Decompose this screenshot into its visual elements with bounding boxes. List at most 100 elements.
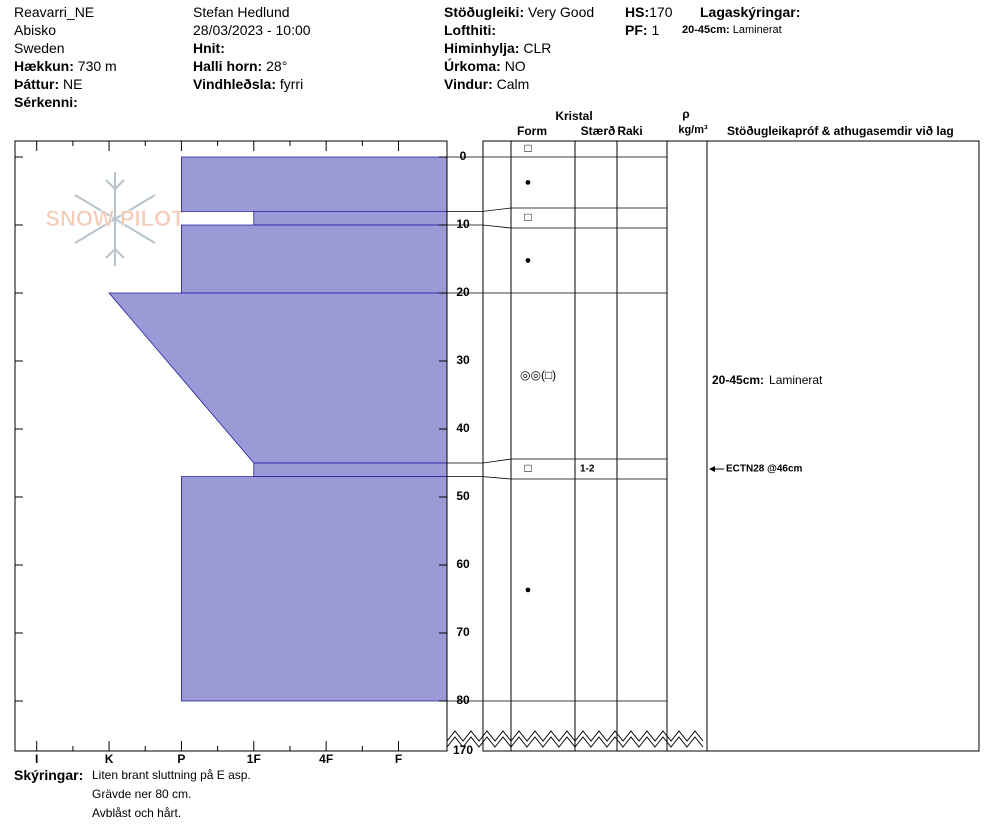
label: Þáttur: [14, 76, 60, 92]
field: Þáttur: NE [14, 76, 82, 92]
test-label: ECTN28 @46cm [726, 464, 803, 475]
value: NO [504, 58, 526, 74]
field: Halli horn: 28° [193, 58, 287, 74]
column-header: Raki [617, 124, 642, 138]
y-tick-label: 30 [456, 353, 470, 367]
hardness-layer [181, 224, 448, 294]
hardness-layer [108, 292, 448, 464]
grain-form: ● [525, 176, 532, 188]
value: CLR [523, 40, 552, 56]
value: Very Good [528, 4, 595, 20]
footer-label: Skýringar: [14, 767, 83, 783]
x-tick-label: 4F [319, 752, 333, 766]
grain-size: 1-2 [580, 464, 595, 475]
label: Hækkun: [14, 58, 74, 74]
datetime: 28/03/2023 - 10:00 [193, 22, 311, 38]
field: Stöðugleiki: Very Good [444, 4, 594, 20]
y-tick-label: 60 [456, 557, 470, 571]
table-frame [482, 140, 980, 752]
label: Himinhylja: [444, 40, 520, 56]
axis-break [446, 736, 704, 748]
y-tick-label: 40 [456, 421, 470, 435]
field: Úrkoma: NO [444, 58, 526, 74]
label: Úrkoma: [444, 58, 501, 74]
site: Reavarri_NE [14, 4, 95, 20]
field: 20-45cm: Laminerat [682, 24, 782, 36]
y-tick-label: 20 [456, 285, 470, 299]
value: fyrri [279, 76, 304, 92]
label: HS: [625, 4, 650, 20]
x-tick-label: 1F [247, 752, 261, 766]
plot-frame [14, 140, 448, 752]
label: Vindhleðsla: [193, 76, 276, 92]
label: 20-45cm: [682, 24, 730, 36]
value: Calm [496, 76, 530, 92]
label: Hnit: [193, 40, 225, 56]
field: Himinhylja: CLR [444, 40, 551, 56]
label: PF: [625, 22, 648, 38]
column-header: Form [517, 124, 547, 138]
x-tick-label: F [395, 752, 402, 766]
arrow-head [709, 466, 715, 472]
value: Laminerat [732, 24, 782, 36]
label: Halli horn: [193, 58, 263, 74]
y-tick-label: 10 [456, 217, 470, 231]
grain-form: ● [525, 254, 532, 266]
column-header: Stærð [581, 124, 616, 138]
field: Hækkun: 730 m [14, 58, 117, 74]
observer: Stefan Hedlund [193, 4, 290, 20]
value: 730 m [77, 58, 117, 74]
value: 170 [649, 4, 673, 20]
y-break-label: 170 [453, 743, 473, 757]
grain-form: □ [524, 210, 531, 224]
location: Abisko [14, 22, 57, 38]
column-header: Stöðugleikapróf & athugasemdir við lag [727, 124, 954, 138]
logo [74, 172, 156, 266]
label: Stöðugleiki: [444, 4, 525, 20]
y-tick-label: 50 [456, 489, 470, 503]
field: HS:170 [625, 4, 672, 20]
layer-connector [447, 476, 667, 480]
column-header: Kristal [555, 109, 592, 123]
hardness-layer [181, 156, 448, 212]
layer-note-value: Laminerat [769, 373, 823, 387]
hardness-layer [253, 462, 448, 478]
x-tick-label: K [105, 752, 114, 766]
label: Vindur: [444, 76, 493, 92]
hardness-layer [181, 476, 448, 702]
layer-note-label: 20-45cm: [712, 373, 764, 387]
logo-text: SNOW PILOT [45, 206, 185, 231]
y-tick-label: 0 [460, 149, 467, 163]
y-tick-label: 70 [456, 625, 470, 639]
column-header: ρ [682, 107, 689, 121]
country: Sweden [14, 40, 65, 56]
layer-connector [447, 207, 667, 212]
layer-connector [447, 224, 667, 229]
label: Sérkenni: [14, 94, 78, 110]
layer-connector [447, 458, 667, 464]
axis-break [446, 730, 704, 742]
grain-form: □ [524, 141, 531, 155]
field: Hnit: [193, 40, 225, 56]
grain-form: □ [524, 461, 531, 475]
value: 1 [651, 22, 660, 38]
x-tick-label: I [35, 752, 38, 766]
label: Lagaskýringar: [700, 4, 801, 20]
footer-line: Avblåst och hårt. [92, 806, 182, 820]
grain-form: ● [525, 584, 532, 596]
column-header: kg/m³ [678, 124, 708, 136]
label: Skýringar: [14, 767, 84, 783]
y-tick-label: 80 [456, 693, 470, 707]
value: 28° [266, 58, 288, 74]
field: Lofthiti: [444, 22, 496, 38]
field: Sérkenni: [14, 94, 78, 110]
x-tick-label: P [177, 752, 185, 766]
hardness-layer [253, 210, 448, 226]
footer-line: Liten brant sluttning på E asp. [92, 768, 251, 782]
footer-line: Grävde ner 80 cm. [92, 787, 192, 801]
grain-form: ◎◎(□) [520, 368, 556, 382]
value: NE [63, 76, 83, 92]
field: Vindhleðsla: fyrri [193, 76, 303, 92]
